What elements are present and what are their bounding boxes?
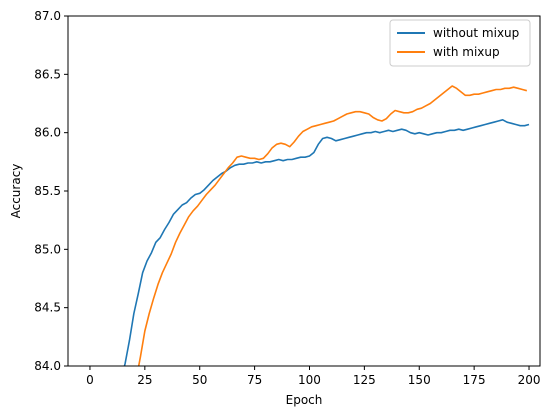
y-axis-label: Accuracy bbox=[9, 164, 23, 219]
y-tick-label: 86.5 bbox=[34, 67, 61, 81]
x-tick-label: 0 bbox=[86, 373, 94, 387]
x-tick-label: 50 bbox=[192, 373, 207, 387]
y-axis-ticks: 84.0 84.5 85.0 85.5 86.0 86.5 87.0 bbox=[34, 9, 68, 373]
y-tick-label: 84.5 bbox=[34, 301, 61, 315]
legend-box bbox=[389, 19, 531, 67]
x-tick-label: 200 bbox=[518, 373, 541, 387]
legend-label-without-mixup: without mixup bbox=[433, 26, 519, 40]
series-line-without-mixup bbox=[123, 119, 530, 366]
x-axis-label: Epoch bbox=[286, 393, 323, 407]
x-tick-label: 175 bbox=[463, 373, 486, 387]
series-layer bbox=[123, 85, 530, 366]
x-tick-label: 25 bbox=[137, 373, 152, 387]
x-tick-label: 150 bbox=[408, 373, 431, 387]
x-tick-label: 75 bbox=[247, 373, 262, 387]
x-tick-label: 125 bbox=[353, 373, 376, 387]
y-tick-label: 85.5 bbox=[34, 184, 61, 198]
y-tick-label: 87.0 bbox=[34, 9, 61, 23]
plot-frame bbox=[67, 15, 541, 367]
plot-area bbox=[68, 16, 540, 366]
y-tick-label: 85.0 bbox=[34, 242, 61, 256]
y-tick-label: 86.0 bbox=[34, 126, 61, 140]
legend-label-with-mixup: with mixup bbox=[433, 45, 500, 59]
series-line-with-mixup bbox=[137, 85, 528, 366]
legend: without mixup with mixup bbox=[389, 19, 531, 67]
x-tick-label: 100 bbox=[298, 373, 321, 387]
x-axis-ticks: 0 25 50 75 100 125 150 175 200 bbox=[86, 366, 540, 387]
y-tick-label: 84.0 bbox=[34, 359, 61, 373]
